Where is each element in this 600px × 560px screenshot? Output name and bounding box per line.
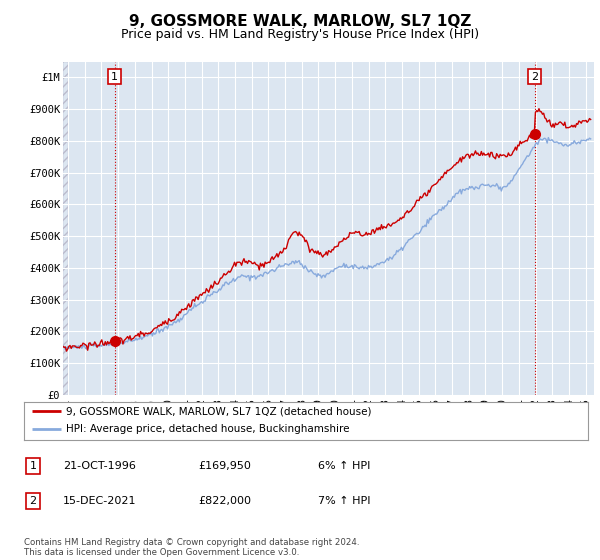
Text: 21-OCT-1996: 21-OCT-1996	[63, 461, 136, 471]
Text: 1: 1	[29, 461, 37, 471]
Text: HPI: Average price, detached house, Buckinghamshire: HPI: Average price, detached house, Buck…	[66, 424, 350, 435]
Text: £169,950: £169,950	[198, 461, 251, 471]
Text: £822,000: £822,000	[198, 496, 251, 506]
Text: 1: 1	[111, 72, 118, 82]
Text: 9, GOSSMORE WALK, MARLOW, SL7 1QZ: 9, GOSSMORE WALK, MARLOW, SL7 1QZ	[129, 14, 471, 29]
Text: 6% ↑ HPI: 6% ↑ HPI	[318, 461, 370, 471]
Text: Price paid vs. HM Land Registry's House Price Index (HPI): Price paid vs. HM Land Registry's House …	[121, 28, 479, 41]
Text: 7% ↑ HPI: 7% ↑ HPI	[318, 496, 371, 506]
Text: 2: 2	[531, 72, 538, 82]
Polygon shape	[63, 62, 68, 395]
Text: 9, GOSSMORE WALK, MARLOW, SL7 1QZ (detached house): 9, GOSSMORE WALK, MARLOW, SL7 1QZ (detac…	[66, 406, 372, 416]
Text: 15-DEC-2021: 15-DEC-2021	[63, 496, 137, 506]
Text: Contains HM Land Registry data © Crown copyright and database right 2024.
This d: Contains HM Land Registry data © Crown c…	[24, 538, 359, 557]
Text: 2: 2	[29, 496, 37, 506]
